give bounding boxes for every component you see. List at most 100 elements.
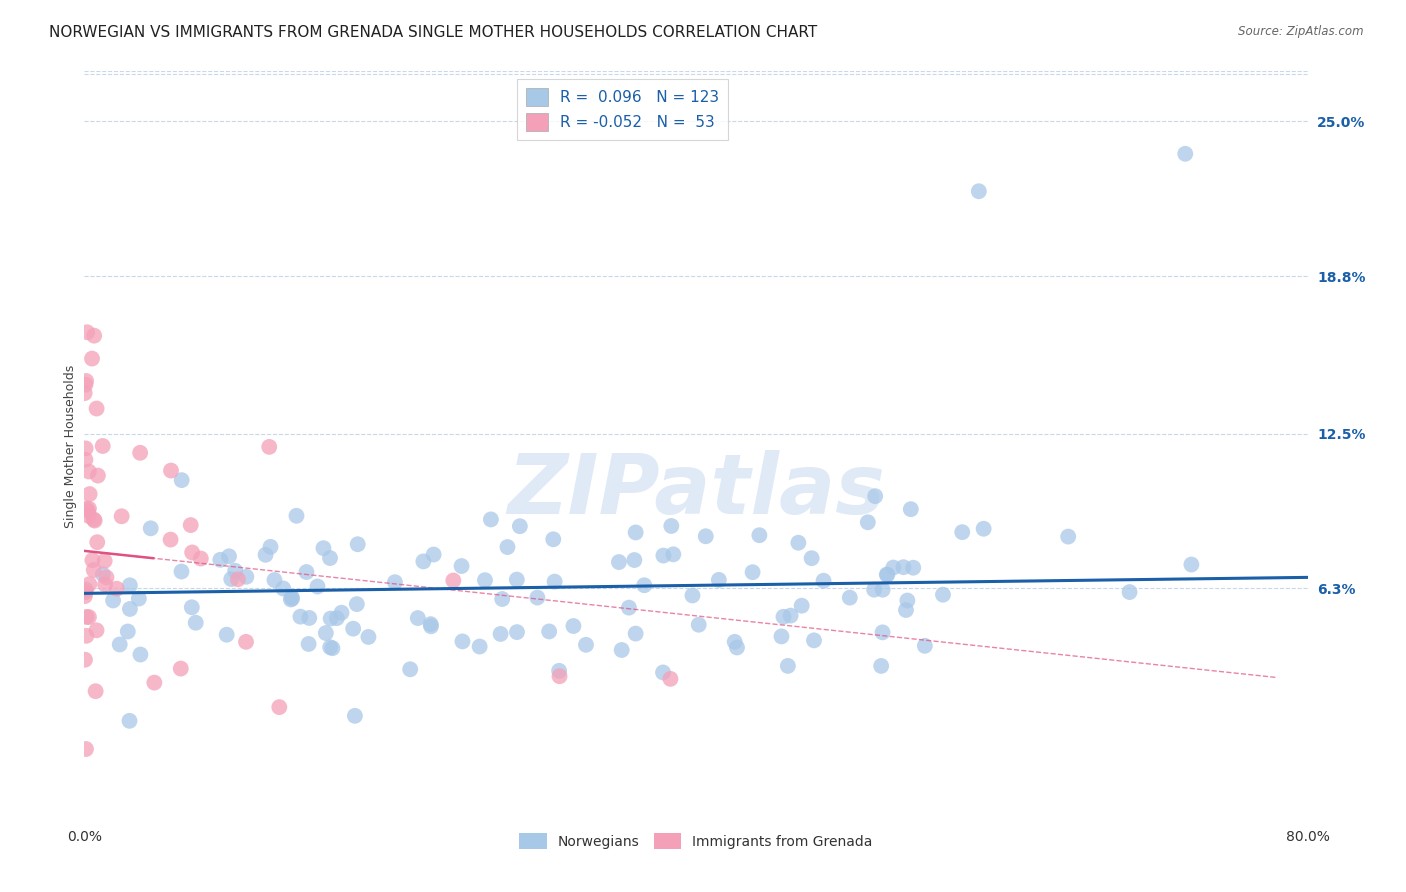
Point: [77, 610, 100, 624]
Point: [652, 665, 675, 680]
Point: [73, 386, 96, 401]
Point: [215, 628, 238, 642]
Point: [315, 626, 337, 640]
Point: [695, 529, 717, 543]
Point: [290, 609, 312, 624]
Point: [950, 525, 973, 540]
Point: [876, 567, 898, 582]
Point: [75, 629, 97, 643]
Point: [406, 611, 429, 625]
Point: [468, 640, 491, 654]
Point: [548, 664, 571, 678]
Point: [271, 582, 294, 596]
Point: [863, 582, 886, 597]
Point: [75, 585, 97, 599]
Point: [838, 591, 860, 605]
Point: [180, 518, 202, 533]
Point: [772, 609, 794, 624]
Point: [235, 570, 257, 584]
Point: [872, 582, 894, 597]
Point: [86, 401, 108, 416]
Point: [280, 592, 302, 607]
Point: [128, 591, 150, 606]
Point: [800, 551, 823, 566]
Point: [75, 582, 97, 597]
Point: [75, 742, 97, 756]
Point: [343, 709, 366, 723]
Point: [86, 535, 108, 549]
Point: [80, 351, 103, 366]
Point: [91, 567, 114, 582]
Point: [509, 519, 531, 533]
Point: [419, 617, 441, 632]
Point: [776, 659, 799, 673]
Point: [662, 547, 685, 561]
Point: [506, 573, 529, 587]
Point: [491, 592, 513, 607]
Point: [82, 553, 104, 567]
Point: [170, 565, 193, 579]
Point: [681, 589, 703, 603]
Point: [856, 516, 879, 530]
Point: [346, 537, 368, 551]
Point: [94, 577, 117, 591]
Point: [84, 684, 107, 698]
Point: [139, 521, 162, 535]
Point: [118, 578, 141, 592]
Point: [170, 662, 193, 676]
Point: [319, 611, 342, 625]
Point: [876, 567, 898, 582]
Point: [129, 446, 152, 460]
Point: [346, 597, 368, 611]
Point: [973, 522, 995, 536]
Point: [787, 535, 810, 549]
Point: [77, 501, 100, 516]
Point: [707, 573, 730, 587]
Point: [548, 669, 571, 683]
Point: [748, 528, 770, 542]
Point: [319, 640, 342, 655]
Point: [235, 635, 257, 649]
Point: [506, 625, 529, 640]
Point: [285, 508, 308, 523]
Point: [297, 637, 319, 651]
Point: [543, 574, 565, 589]
Point: [967, 184, 990, 198]
Point: [326, 611, 349, 625]
Point: [118, 714, 141, 728]
Point: [489, 627, 512, 641]
Point: [226, 572, 249, 586]
Point: [803, 633, 825, 648]
Point: [319, 551, 342, 566]
Point: [75, 377, 97, 392]
Point: [562, 619, 585, 633]
Point: [624, 525, 647, 540]
Point: [357, 630, 380, 644]
Point: [224, 564, 246, 578]
Point: [617, 600, 640, 615]
Point: [75, 374, 97, 388]
Point: [111, 509, 134, 524]
Point: [725, 640, 748, 655]
Point: [96, 570, 118, 584]
Point: [1057, 530, 1080, 544]
Point: [87, 468, 110, 483]
Point: [659, 672, 682, 686]
Point: [538, 624, 561, 639]
Point: [903, 560, 925, 574]
Point: [83, 512, 105, 526]
Point: [93, 554, 115, 568]
Point: [342, 622, 364, 636]
Point: [77, 504, 100, 518]
Point: [79, 577, 101, 591]
Point: [86, 624, 108, 638]
Point: [1118, 585, 1140, 599]
Point: [633, 578, 655, 592]
Text: Source: ZipAtlas.com: Source: ZipAtlas.com: [1239, 25, 1364, 38]
Point: [254, 548, 277, 562]
Point: [412, 554, 434, 568]
Point: [688, 617, 710, 632]
Point: [143, 675, 166, 690]
Point: [75, 442, 97, 456]
Point: [496, 540, 519, 554]
